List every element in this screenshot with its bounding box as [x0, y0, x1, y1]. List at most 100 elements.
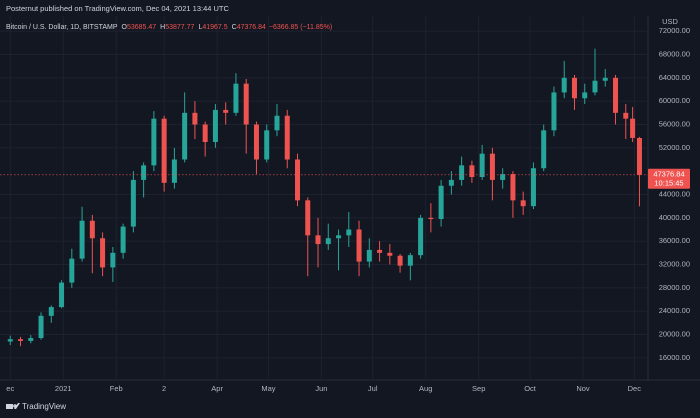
candle-body [274, 115, 280, 131]
x-tick-label: Jul [368, 384, 378, 393]
candle-body [407, 255, 413, 266]
candle-body [38, 315, 44, 338]
x-tick-label: Aug [419, 384, 432, 393]
y-tick-label: 72000.00 [659, 26, 690, 35]
candle-body [48, 307, 54, 316]
candle-body [120, 226, 126, 253]
candle-body [377, 249, 383, 253]
candle-body [346, 229, 352, 236]
legend-key: H [160, 24, 165, 31]
logo-bar [6, 404, 13, 409]
candle-body [459, 165, 465, 180]
candle-body [469, 165, 475, 177]
candle-body [571, 77, 577, 99]
y-tick-label: 28000.00 [659, 283, 690, 292]
candle-body [530, 168, 536, 207]
candle-body [89, 220, 95, 239]
candle-body [110, 252, 116, 268]
candle-body [284, 115, 290, 160]
legend-key: O [122, 24, 128, 31]
y-tick-label: 44000.00 [659, 189, 690, 198]
candle-body [28, 338, 34, 341]
candle-body [182, 112, 188, 160]
candle-body [100, 238, 106, 268]
last-price-label: 47376.84 [653, 169, 684, 178]
candle-body [541, 130, 547, 169]
candle-body [356, 229, 362, 262]
x-tick-label: Oct [524, 384, 537, 393]
candle-body [171, 159, 177, 183]
candle-body [500, 174, 506, 180]
candle-body [602, 77, 608, 81]
candle-body [18, 339, 24, 341]
y-tick-label: 56000.00 [659, 119, 690, 128]
candle-body [438, 185, 444, 219]
candle-body [243, 83, 249, 125]
candle-body [448, 179, 454, 186]
y-tick-label: 60000.00 [659, 96, 690, 105]
candle-body [551, 92, 557, 131]
candle-body [212, 109, 218, 142]
candle-body [264, 130, 270, 160]
candle-body [223, 109, 229, 113]
x-tick-label: Feb [110, 384, 123, 393]
y-tick-label: 52000.00 [659, 143, 690, 152]
x-tick-label: May [261, 384, 275, 393]
candle-body [418, 217, 424, 256]
x-tick-label: 2 [162, 384, 166, 393]
x-tick-label: Jun [315, 384, 327, 393]
candle-body [592, 80, 598, 93]
candle-body [59, 282, 65, 308]
candle-body [336, 235, 342, 239]
y-tick-label: 40000.00 [659, 213, 690, 222]
legend-value: 53685.47 [127, 24, 156, 31]
candle-body [397, 255, 403, 266]
candle-body [366, 249, 372, 262]
candle-body [489, 153, 495, 180]
x-tick-label: Apr [211, 384, 223, 393]
candle-body [130, 179, 136, 227]
candle-body [151, 118, 157, 166]
candle-body [613, 77, 619, 113]
candle-body [192, 112, 198, 125]
candle-body [510, 174, 516, 201]
x-tick-label: Dec [628, 384, 642, 393]
candle-body [7, 339, 13, 342]
candle-body [294, 159, 300, 201]
y-tick-label: 68000.00 [659, 49, 690, 58]
last-price-box [648, 168, 690, 189]
y-tick-label: 64000.00 [659, 73, 690, 82]
y-axis-label: USD [662, 17, 678, 26]
legend-key: C [232, 24, 237, 31]
countdown: 10:15:45 [654, 178, 683, 187]
candle-body [325, 238, 331, 245]
candle-body [630, 118, 636, 138]
candle-body [636, 138, 642, 175]
legend-value: 41967.5 [202, 24, 227, 31]
candle-body [428, 217, 434, 219]
x-tick-label: Sep [472, 384, 485, 393]
logo-slash [14, 403, 20, 409]
candle-body [315, 235, 321, 245]
legend-value: 53877.77 [165, 24, 194, 31]
y-tick-label: 24000.00 [659, 306, 690, 315]
header: Posternut published on TradingView.com, … [6, 4, 229, 13]
candle-body [479, 153, 485, 177]
footer: TradingView [6, 402, 66, 411]
symbol-title: Bitcoin / U.S. Dollar, 1D, BITSTAMP [6, 24, 118, 31]
y-tick-label: 20000.00 [659, 329, 690, 338]
y-tick-label: 36000.00 [659, 236, 690, 245]
y-tick-label: 32000.00 [659, 259, 690, 268]
candle-body [202, 124, 208, 142]
candle-body [623, 112, 629, 119]
candle-body [387, 252, 393, 256]
candle-body [305, 200, 311, 236]
legend: Bitcoin / U.S. Dollar, 1D, BITSTAMP O5368… [6, 24, 332, 31]
y-tick-label: 16000.00 [659, 353, 690, 362]
footer-text: TradingView [22, 402, 66, 411]
candle-body [141, 165, 147, 180]
x-tick-label: ec [6, 384, 14, 393]
x-tick-label: Nov [576, 384, 590, 393]
candle-body [161, 118, 167, 183]
